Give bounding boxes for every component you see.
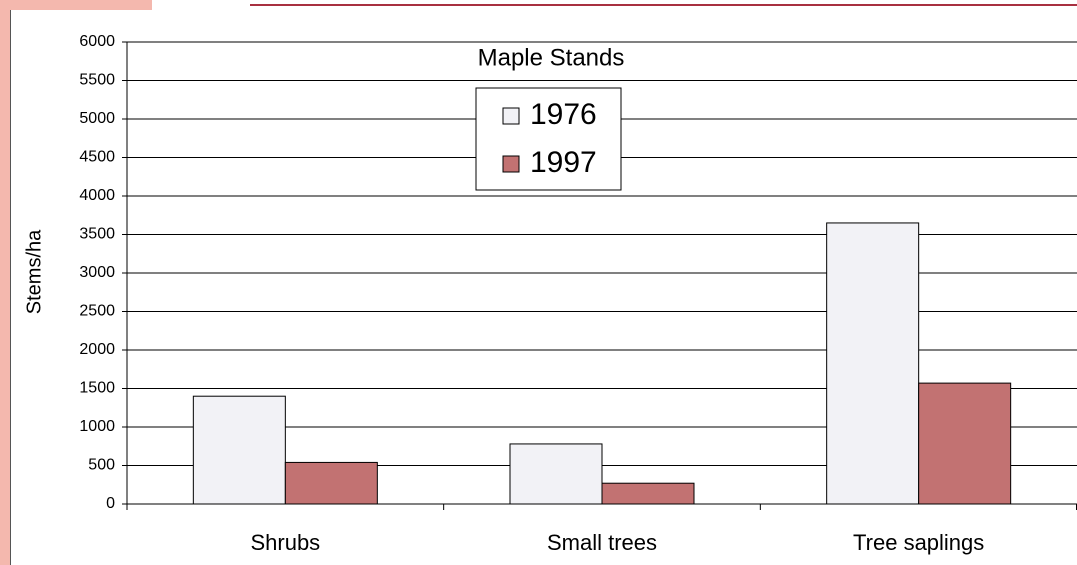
x-tick-label: Tree saplings [853,530,984,555]
y-tick-label: 3000 [79,264,115,281]
legend-label: 1997 [530,146,597,179]
legend-label: 1976 [530,98,597,131]
y-tick-label: 2000 [79,341,115,358]
y-tick-label: 4000 [79,187,115,204]
x-tick-label: Shrubs [250,530,320,555]
y-axis-label: Stems/ha [23,229,45,314]
x-tick-label: Small trees [547,530,657,555]
y-tick-label: 2500 [79,303,115,320]
y-tick-label: 500 [88,457,115,474]
y-tick-label: 1500 [79,380,115,397]
bar [192,395,286,505]
y-tick-label: 0 [106,495,115,512]
y-tick-label: 3500 [79,226,115,243]
y-tick-label: 4500 [79,149,115,166]
legend-swatch [502,155,520,173]
bar [284,461,378,505]
y-tick-label: 1000 [79,418,115,435]
chart-title: Maple Stands [478,44,625,71]
top-strip [0,0,152,10]
y-tick-label: 5000 [79,110,115,127]
legend-box [475,87,622,191]
bar [601,482,695,505]
bar [509,443,603,505]
y-tick-label: 5500 [79,72,115,89]
bar [918,382,1012,505]
side-strip [0,0,10,565]
bar [826,222,920,505]
legend-swatch [502,107,520,125]
y-tick-label: 6000 [79,33,115,50]
